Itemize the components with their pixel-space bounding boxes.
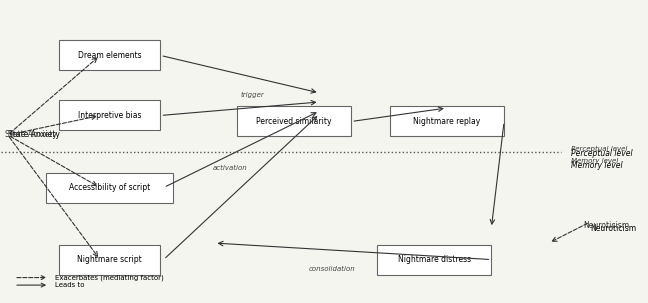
FancyBboxPatch shape	[59, 245, 161, 275]
Text: Nightmare script: Nightmare script	[77, 255, 142, 264]
Text: Nightmare replay: Nightmare replay	[413, 117, 480, 126]
FancyBboxPatch shape	[59, 40, 161, 70]
Text: trigger: trigger	[241, 92, 264, 98]
Text: activation: activation	[213, 165, 248, 171]
Text: Leads to: Leads to	[56, 282, 85, 288]
FancyBboxPatch shape	[59, 101, 161, 131]
Text: Accessibility of script: Accessibility of script	[69, 183, 150, 192]
Text: Perceived similarity: Perceived similarity	[257, 117, 332, 126]
Text: consolidation: consolidation	[309, 266, 356, 271]
Text: State Anxiety: State Anxiety	[8, 131, 60, 139]
FancyBboxPatch shape	[46, 172, 173, 202]
Text: Interpretive bias: Interpretive bias	[78, 111, 141, 120]
Text: Perceptual level: Perceptual level	[571, 148, 632, 158]
FancyBboxPatch shape	[237, 106, 351, 136]
FancyBboxPatch shape	[377, 245, 491, 275]
Text: Nightmare distress: Nightmare distress	[397, 255, 470, 264]
Text: Perceptual level: Perceptual level	[571, 145, 627, 152]
Text: Neuroticism: Neuroticism	[590, 224, 636, 233]
Text: State Anxiety: State Anxiety	[5, 131, 56, 139]
Text: Dream elements: Dream elements	[78, 51, 141, 60]
FancyBboxPatch shape	[389, 106, 504, 136]
Text: Memory level: Memory level	[571, 158, 618, 164]
Text: Exacerbates (mediating factor): Exacerbates (mediating factor)	[56, 274, 164, 281]
Text: Neuroticism: Neuroticism	[584, 221, 630, 230]
Text: Memory level: Memory level	[571, 161, 623, 169]
